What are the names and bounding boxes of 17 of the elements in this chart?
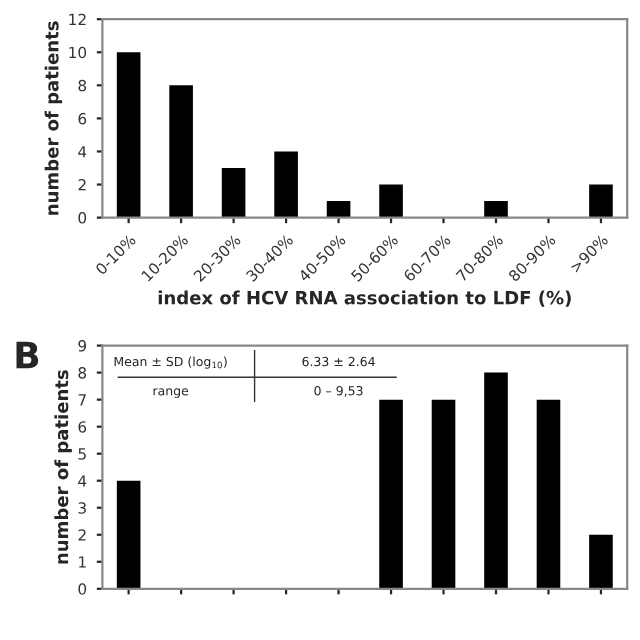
bar bbox=[169, 85, 193, 218]
y-axis-title: number of patients bbox=[54, 370, 72, 564]
bar bbox=[484, 372, 508, 589]
bar bbox=[221, 168, 246, 218]
y-axis-title: number of patients bbox=[44, 21, 63, 215]
bar bbox=[379, 184, 403, 218]
chart-title: B bbox=[16, 341, 39, 369]
bar bbox=[274, 151, 298, 218]
x-axis-title: index of HCV RNA association to LDF (%) bbox=[158, 290, 571, 307]
bar bbox=[431, 399, 456, 589]
bar bbox=[589, 534, 613, 589]
bar bbox=[379, 399, 403, 589]
bar bbox=[484, 201, 508, 218]
bar bbox=[589, 184, 613, 218]
bar bbox=[536, 399, 561, 589]
bar bbox=[116, 52, 141, 218]
bar bbox=[116, 480, 141, 589]
